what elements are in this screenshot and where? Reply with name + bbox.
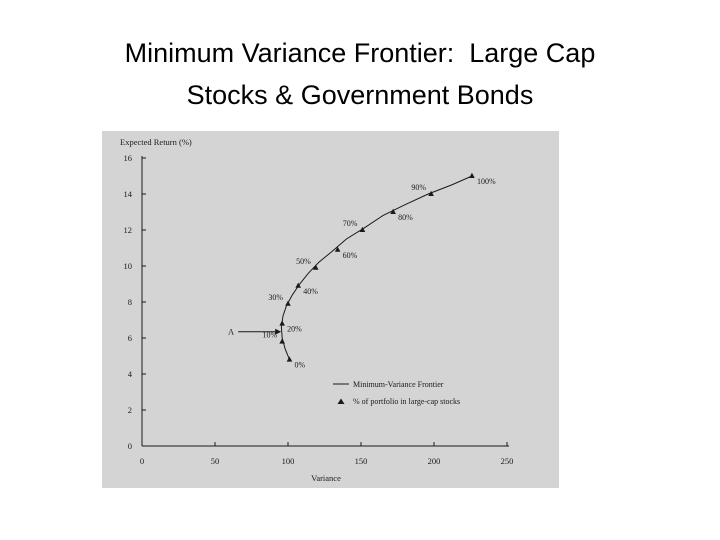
minimum-variance-chart: 0 2 4 6 8 10 12 14 16 0 50 100 150 200 250 Expected Re… xyxy=(102,131,559,488)
portfolio-marker xyxy=(428,190,434,196)
portfolio-marker xyxy=(279,338,285,344)
chart-marks: 0% 10% 20% 30% 40% 50% 60% 70% 80% 90% 100% A xyxy=(228,172,496,370)
portfolio-point-label: 80% xyxy=(398,213,413,222)
y-tick-label: 2 xyxy=(128,405,132,415)
y-tick-label: 8 xyxy=(128,297,132,307)
y-tick-label: 0 xyxy=(128,441,132,451)
slide-title-line-1: Minimum Variance Frontier: Large Cap xyxy=(124,38,596,68)
portfolio-point-label: 30% xyxy=(268,293,283,302)
slide-title-line-2: Stocks & Government Bonds xyxy=(186,80,534,110)
portfolio-point-label: 60% xyxy=(343,251,358,260)
portfolio-marker xyxy=(359,226,366,232)
legend-frontier-label: Minimum-Variance Frontier xyxy=(353,380,444,389)
legend-marker-label: % of portfolio in large-cap stocks xyxy=(353,397,460,406)
portfolio-marker xyxy=(334,246,341,252)
x-tick-label: 100 xyxy=(282,456,295,466)
annotation-label: A xyxy=(228,327,235,337)
frontier-curve xyxy=(280,175,473,360)
x-tick-label: 0 xyxy=(140,456,144,466)
portfolio-marker xyxy=(285,300,291,306)
y-tick-label: 12 xyxy=(124,225,133,235)
portfolio-point-label: 10% xyxy=(262,331,277,340)
x-tick-label: 150 xyxy=(355,456,368,466)
y-axis-label: Expected Return (%) xyxy=(120,137,192,147)
axes: 0 2 4 6 8 10 12 14 16 0 50 100 150 200 250 xyxy=(124,153,514,466)
x-axis-label: Variance xyxy=(311,473,341,483)
slide-title: Minimum Variance Frontier: Large Cap Sto… xyxy=(0,32,720,116)
x-tick-label: 50 xyxy=(211,456,220,466)
y-tick-label: 10 xyxy=(124,261,133,271)
legend: Minimum-Variance Frontier % of portfolio… xyxy=(333,380,460,406)
annotation-arrowhead xyxy=(275,328,282,335)
legend-marker-swatch xyxy=(337,398,345,404)
portfolio-marker xyxy=(469,172,475,178)
portfolio-point-label: 50% xyxy=(296,257,311,266)
portfolio-point-label: 40% xyxy=(303,287,318,296)
y-tick-label: 4 xyxy=(128,369,133,379)
chart-figure: 0 2 4 6 8 10 12 14 16 0 50 100 150 200 250 Expected Re… xyxy=(102,131,559,488)
x-tick-label: 200 xyxy=(428,456,441,466)
portfolio-marker xyxy=(279,320,285,326)
x-tick-label: 250 xyxy=(501,456,514,466)
y-tick-label: 14 xyxy=(124,189,133,199)
portfolio-point-label: 0% xyxy=(294,361,305,370)
portfolio-point-label: 20% xyxy=(287,325,302,334)
y-tick-label: 16 xyxy=(124,153,133,163)
portfolio-point-label: 70% xyxy=(343,219,358,228)
portfolio-point-label: 90% xyxy=(411,183,426,192)
chart-background xyxy=(102,131,559,488)
portfolio-marker xyxy=(312,264,319,270)
y-tick-label: 6 xyxy=(128,333,132,343)
portfolio-marker xyxy=(295,282,302,288)
portfolio-marker xyxy=(390,208,396,214)
portfolio-marker xyxy=(286,356,293,362)
portfolio-point-label: 100% xyxy=(477,177,496,186)
